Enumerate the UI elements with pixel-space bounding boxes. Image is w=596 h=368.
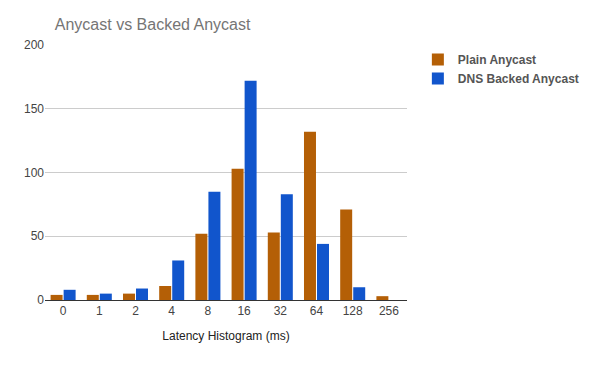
svg-text:200: 200 — [24, 38, 44, 52]
svg-text:100: 100 — [24, 166, 44, 180]
svg-text:128: 128 — [343, 304, 363, 318]
svg-text:32: 32 — [274, 304, 288, 318]
svg-text:1: 1 — [96, 304, 103, 318]
svg-text:Anycast vs Backed Anycast: Anycast vs Backed Anycast — [55, 16, 251, 33]
svg-text:4: 4 — [168, 304, 175, 318]
svg-text:256: 256 — [379, 304, 399, 318]
svg-text:64: 64 — [310, 304, 324, 318]
svg-text:Latency Histogram (ms): Latency Histogram (ms) — [162, 329, 289, 343]
svg-text:0: 0 — [37, 293, 44, 307]
svg-text:DNS Backed Anycast: DNS Backed Anycast — [458, 72, 579, 86]
svg-text:2: 2 — [132, 304, 139, 318]
svg-text:150: 150 — [24, 102, 44, 116]
svg-text:Plain Anycast: Plain Anycast — [458, 53, 536, 67]
svg-text:16: 16 — [237, 304, 251, 318]
svg-text:8: 8 — [205, 304, 212, 318]
svg-text:0: 0 — [60, 304, 67, 318]
svg-text:50: 50 — [31, 229, 45, 243]
